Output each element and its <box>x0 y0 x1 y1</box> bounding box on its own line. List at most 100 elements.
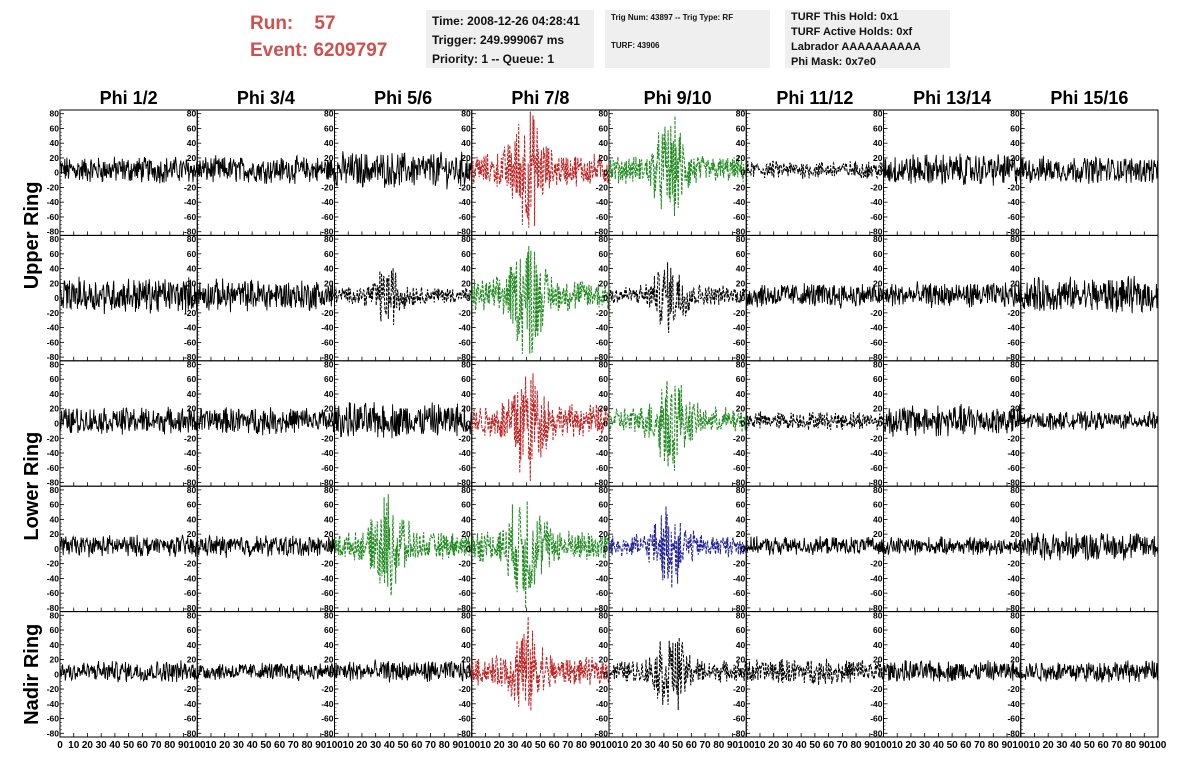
y-tick-label: -20 <box>596 684 609 694</box>
x-tick-label: 10 <box>1029 740 1041 751</box>
y-tick-label: -20 <box>733 684 746 694</box>
y-tick-label: 40 <box>599 514 609 524</box>
x-tick-label: 10 <box>205 740 217 751</box>
y-tick-label: 80 <box>50 109 60 119</box>
y-tick-label: -80 <box>870 352 883 362</box>
y-tick-label: 0 <box>878 669 883 679</box>
waveform-trace <box>59 660 198 683</box>
x-tick-label: 90 <box>590 740 602 751</box>
y-tick-label: 60 <box>50 500 60 510</box>
y-tick-label: 20 <box>873 278 883 288</box>
y-tick-label: -40 <box>47 448 60 458</box>
plot-frame <box>883 234 1022 362</box>
y-tick-label: 40 <box>736 640 746 650</box>
y-tick-label: 60 <box>187 374 197 384</box>
y-tick-label: -40 <box>47 197 60 207</box>
y-tick-label: -80 <box>870 603 883 613</box>
y-tick-label: -20 <box>733 308 746 318</box>
waveform-trace <box>471 373 610 482</box>
y-tick-label: 60 <box>461 625 471 635</box>
y-tick-label: 40 <box>50 640 60 650</box>
x-tick-label: 60 <box>1098 740 1110 751</box>
x-tick-label: 50 <box>260 740 272 751</box>
y-tick-label: -40 <box>184 197 197 207</box>
y-tick-label: 60 <box>736 500 746 510</box>
y-tick-label: 0 <box>1015 293 1020 303</box>
y-tick-label: 80 <box>599 610 609 620</box>
y-tick-label: 80 <box>599 485 609 495</box>
x-tick-label: 40 <box>796 740 808 751</box>
y-tick-label: -60 <box>458 337 471 347</box>
column-title: Phi 1/2 <box>100 88 158 108</box>
y-tick-label: 80 <box>187 485 197 495</box>
y-tick-label: -20 <box>47 308 60 318</box>
y-tick-label: 40 <box>50 389 60 399</box>
y-tick-label: 40 <box>324 389 334 399</box>
y-tick-label: -60 <box>184 588 197 598</box>
y-tick-label: -20 <box>596 182 609 192</box>
x-tick-label: 50 <box>1084 740 1096 751</box>
y-tick-label: -20 <box>870 559 883 569</box>
y-tick-label: 40 <box>50 138 60 148</box>
waveform-trace <box>471 616 610 711</box>
y-tick-label: 40 <box>736 138 746 148</box>
y-tick-label: 40 <box>873 514 883 524</box>
y-tick-label: -40 <box>458 448 471 458</box>
y-tick-label: -20 <box>1007 182 1020 192</box>
y-tick-label: -60 <box>596 337 609 347</box>
waveform-trace <box>608 506 747 588</box>
y-tick-label: 80 <box>187 234 197 244</box>
y-tick-label: 0 <box>466 544 471 554</box>
y-tick-label: 20 <box>187 278 197 288</box>
y-tick-label: 60 <box>873 500 883 510</box>
y-tick-label: 40 <box>1010 264 1020 274</box>
y-tick-label: -20 <box>870 684 883 694</box>
y-tick-label: 80 <box>187 359 197 369</box>
y-tick-label: 60 <box>50 123 60 133</box>
x-tick-label: 10 <box>617 740 629 751</box>
y-tick-label: -60 <box>870 588 883 598</box>
y-tick-label: 80 <box>50 485 60 495</box>
y-tick-label: -40 <box>321 573 334 583</box>
y-tick-label: -40 <box>321 699 334 709</box>
x-tick-label: 10 <box>754 740 766 751</box>
y-tick-label: -40 <box>47 573 60 583</box>
y-tick-label: 60 <box>736 625 746 635</box>
x-tick-label: 70 <box>700 740 712 751</box>
x-tick-label: 100 <box>875 740 892 751</box>
x-tick-label: 30 <box>919 740 931 751</box>
column-title: Phi 5/6 <box>374 88 432 108</box>
y-tick-label: -60 <box>733 588 746 598</box>
y-tick-label: -40 <box>321 448 334 458</box>
y-tick-label: -20 <box>321 684 334 694</box>
y-tick-label: -80 <box>321 352 334 362</box>
y-tick-label: 60 <box>736 123 746 133</box>
waveform-trace <box>883 281 1022 309</box>
y-tick-label: 80 <box>461 234 471 244</box>
y-tick-label: -80 <box>1007 603 1020 613</box>
y-tick-label: 0 <box>741 168 746 178</box>
y-tick-label: 40 <box>461 389 471 399</box>
y-tick-label: 40 <box>1010 514 1020 524</box>
plot-frame <box>608 234 747 362</box>
y-tick-label: -80 <box>321 227 334 237</box>
y-tick-label: -40 <box>321 323 334 333</box>
y-tick-label: -40 <box>458 323 471 333</box>
column-title: Phi 15/16 <box>1050 88 1128 108</box>
y-tick-label: 20 <box>599 153 609 163</box>
y-tick-label: 60 <box>873 249 883 259</box>
y-tick-label: 0 <box>466 293 471 303</box>
y-tick-label: -20 <box>458 684 471 694</box>
x-tick-label: 40 <box>658 740 670 751</box>
event-row: Event: 6209797 <box>250 37 387 64</box>
y-tick-label: -60 <box>596 714 609 724</box>
waveform-trace <box>1020 275 1159 314</box>
y-tick-label: -60 <box>184 337 197 347</box>
y-tick-label: 80 <box>324 234 334 244</box>
y-tick-label: 80 <box>873 485 883 495</box>
y-tick-label: -20 <box>1007 684 1020 694</box>
y-tick-label: 40 <box>599 138 609 148</box>
y-tick-label: 20 <box>1010 529 1020 539</box>
y-tick-label: 60 <box>1010 374 1020 384</box>
y-tick-label: -60 <box>733 714 746 724</box>
